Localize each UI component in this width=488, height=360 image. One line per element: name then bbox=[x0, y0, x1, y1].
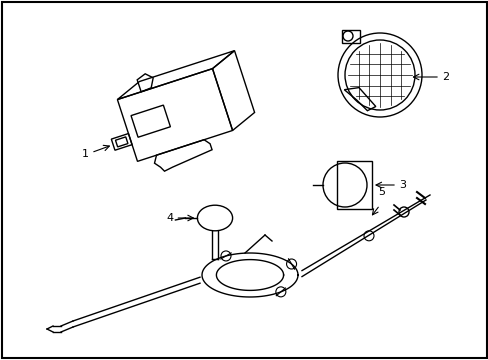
Text: 3: 3 bbox=[398, 180, 405, 190]
Text: 1: 1 bbox=[82, 149, 89, 159]
Text: 5: 5 bbox=[378, 187, 385, 197]
Text: 2: 2 bbox=[441, 72, 448, 82]
Text: 4: 4 bbox=[166, 213, 173, 223]
